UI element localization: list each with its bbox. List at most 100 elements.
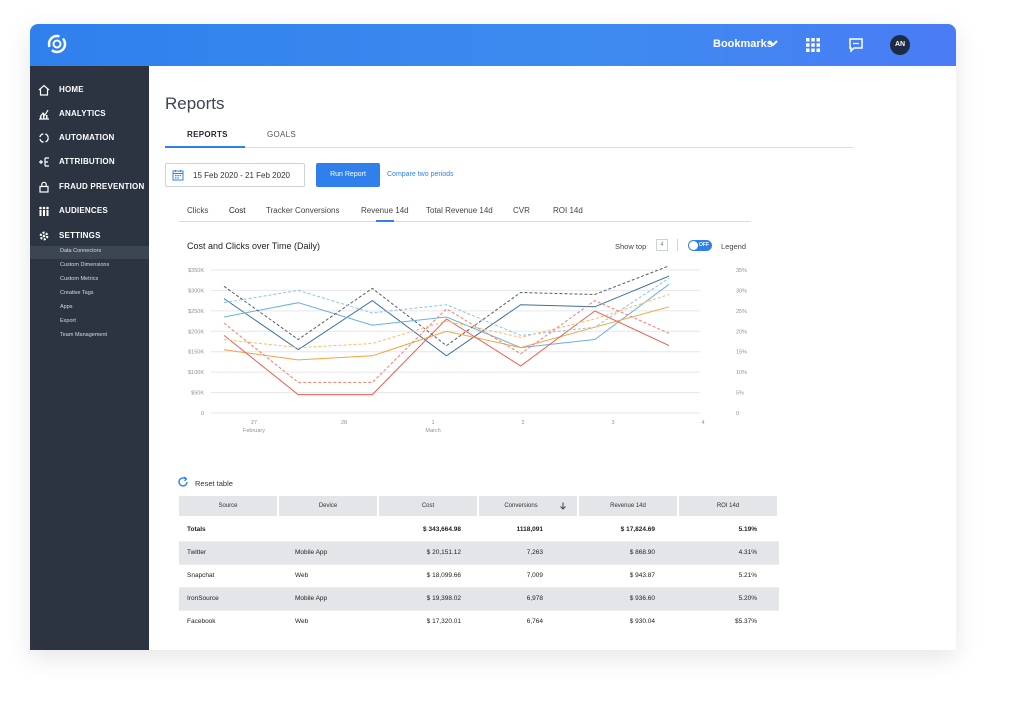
series-line bbox=[223, 275, 670, 357]
series-line bbox=[223, 265, 670, 347]
audiences-icon bbox=[39, 206, 49, 216]
row-divider bbox=[179, 564, 779, 565]
cell-source: IronSource bbox=[187, 595, 219, 602]
sidebar-item-label: AUDIENCES bbox=[59, 206, 108, 215]
chart-title: Cost and Clicks over Time (Daily) bbox=[187, 241, 321, 251]
metric-tab-total-revenue-14d[interactable]: Total Revenue 14d bbox=[426, 206, 493, 215]
avatar[interactable]: AN bbox=[890, 35, 910, 55]
y-tick-left: $150K bbox=[188, 350, 204, 356]
compare-periods-link[interactable]: Compare two periods bbox=[387, 171, 454, 178]
chat-icon[interactable] bbox=[848, 37, 864, 53]
lock-icon bbox=[39, 181, 49, 193]
column-header-source[interactable]: Source bbox=[179, 496, 277, 516]
date-range-picker[interactable]: 15 Feb 2020 - 21 Feb 2020 bbox=[165, 163, 305, 187]
sidebar-subitem-team-management[interactable]: Team Management bbox=[30, 330, 149, 343]
cell-conversions: 1118,091 bbox=[516, 526, 543, 533]
sidebar-subitem-apps[interactable]: Apps bbox=[30, 302, 149, 315]
metric-tab-clicks[interactable]: Clicks bbox=[187, 206, 209, 215]
cell-revenue: $ 930.04 bbox=[629, 618, 655, 625]
totals-row[interactable]: Totals $ 343,664.98 1118,091 $ 17,824.69 5.1… bbox=[179, 518, 779, 541]
cell-device: Web bbox=[295, 618, 309, 625]
cell-revenue: $ 17,824.69 bbox=[620, 526, 655, 533]
tab-goals[interactable]: GOALS bbox=[267, 130, 297, 139]
legend-label: Legend bbox=[721, 242, 747, 251]
series-line bbox=[223, 294, 670, 349]
cell-source: Twitter bbox=[187, 549, 207, 556]
toggle-knob bbox=[689, 241, 698, 250]
cell-source: Totals bbox=[187, 526, 206, 533]
sidebar-subitem-label: Custom Metrics bbox=[60, 276, 99, 282]
logo-icon[interactable] bbox=[46, 33, 68, 55]
sidebar-item-audiences[interactable]: AUDIENCES bbox=[30, 203, 149, 221]
legend-toggle[interactable]: OFF bbox=[688, 240, 712, 251]
cell-source: Facebook bbox=[187, 618, 216, 625]
toggle-state: OFF bbox=[699, 242, 709, 248]
column-header-roi-14d[interactable]: ROI 14d bbox=[679, 496, 777, 516]
sort-down-icon[interactable] bbox=[559, 502, 567, 510]
cell-revenue: $ 868.90 bbox=[629, 549, 655, 556]
series-line bbox=[223, 310, 670, 396]
x-tick-label: 27 bbox=[251, 420, 257, 426]
gear-icon bbox=[39, 231, 49, 241]
sidebar-subitem-export[interactable]: Export bbox=[30, 316, 149, 329]
x-tick-sublabel: February bbox=[243, 428, 265, 434]
y-tick-right: 0 bbox=[736, 411, 739, 417]
reset-table-link[interactable]: Reset table bbox=[195, 479, 233, 488]
metric-tab-cost[interactable]: Cost bbox=[229, 206, 246, 215]
table-row[interactable]: Snapchat Web $ 18,099.66 7,009 $ 943.87 5.21% bbox=[179, 564, 779, 587]
run-report-button[interactable]: Run Report bbox=[316, 163, 380, 187]
column-header-cost[interactable]: Cost bbox=[379, 496, 477, 516]
sidebar-subitem-custom-metrics[interactable]: Custom Metrics bbox=[30, 274, 149, 287]
sidebar-subitem-data-connectors[interactable]: Data Connectors bbox=[30, 246, 149, 259]
sidebar-subitem-custom-dimensions[interactable]: Custom Dimensions bbox=[30, 260, 149, 273]
x-tick-label: 1 bbox=[431, 420, 434, 426]
sidebar-item-label: AUTOMATION bbox=[59, 133, 115, 142]
table-row[interactable]: Twitter Mobile App $ 20,151.12 7,263 $ 868.9… bbox=[179, 541, 779, 564]
y-tick-right: 35% bbox=[736, 268, 747, 274]
column-header-revenue-14d[interactable]: Revenue 14d bbox=[579, 496, 677, 516]
y-tick-right: 30% bbox=[736, 288, 747, 294]
table-row[interactable]: Facebook Web $ 17,320.01 6,764 $ 930.04 $5.37… bbox=[179, 610, 779, 633]
metric-tab-cvr[interactable]: CVR bbox=[513, 206, 530, 215]
metric-tab-revenue-14d[interactable]: Revenue 14d bbox=[361, 206, 409, 215]
y-tick-left: $350K bbox=[188, 268, 204, 274]
top-bar: Bookmarks AN bbox=[30, 24, 956, 66]
sidebar-subitem-creative-tags[interactable]: Creative Tags bbox=[30, 288, 149, 301]
cell-roi: 5.21% bbox=[738, 572, 757, 579]
apps-grid-icon[interactable] bbox=[806, 38, 820, 52]
y-tick-left: $300K bbox=[188, 288, 204, 294]
main-content: Reports REPORTS GOALS 15 Feb 2020 - 21 F… bbox=[149, 66, 956, 650]
row-divider bbox=[179, 541, 779, 542]
sidebar-subitem-label: Export bbox=[60, 318, 76, 324]
row-divider bbox=[179, 610, 779, 611]
refresh-icon[interactable] bbox=[177, 476, 189, 488]
sidebar-subitem-label: Custom Dimensions bbox=[60, 262, 110, 268]
sidebar-item-automation[interactable]: AUTOMATION bbox=[30, 130, 149, 148]
table-row[interactable]: IronSource Mobile App $ 19,398.02 6,978 $ 93… bbox=[179, 587, 779, 610]
column-header-device[interactable]: Device bbox=[279, 496, 377, 516]
tab-reports[interactable]: REPORTS bbox=[187, 130, 228, 139]
show-top-input[interactable]: 4 bbox=[656, 239, 668, 251]
cell-source: Snapchat bbox=[187, 572, 215, 579]
column-header-conversions[interactable]: Conversions bbox=[479, 496, 577, 516]
metric-tab-tracker-conversions[interactable]: Tracker Conversions bbox=[266, 206, 340, 215]
y-tick-right: 10% bbox=[736, 370, 747, 376]
sidebar-item-home[interactable]: HOME bbox=[30, 82, 149, 100]
cell-device: Mobile App bbox=[295, 549, 328, 556]
cell-conversions: 6,764 bbox=[526, 618, 543, 625]
analytics-icon bbox=[39, 109, 49, 120]
bookmarks-menu[interactable]: Bookmarks bbox=[713, 38, 773, 50]
y-tick-left: $250K bbox=[188, 309, 204, 315]
cell-roi: $5.37% bbox=[734, 618, 757, 625]
sidebar-item-attribution[interactable]: ATTRIBUTION bbox=[30, 154, 149, 172]
automation-icon bbox=[39, 133, 49, 143]
sidebar-item-analytics[interactable]: ANALYTICS bbox=[30, 106, 149, 124]
sidebar-item-fraud-prevention[interactable]: FRAUD PREVENTION bbox=[30, 179, 149, 197]
y-tick-right: 20% bbox=[736, 329, 747, 335]
metric-tab-roi-14d[interactable]: ROI 14d bbox=[553, 206, 583, 215]
chevron-down-icon[interactable] bbox=[768, 38, 778, 48]
sidebar-item-label: ANALYTICS bbox=[59, 109, 106, 118]
sidebar-item-settings[interactable]: SETTINGS bbox=[30, 228, 149, 246]
sidebar-item-label: ATTRIBUTION bbox=[59, 157, 115, 166]
sidebar-item-label: SETTINGS bbox=[59, 231, 101, 240]
